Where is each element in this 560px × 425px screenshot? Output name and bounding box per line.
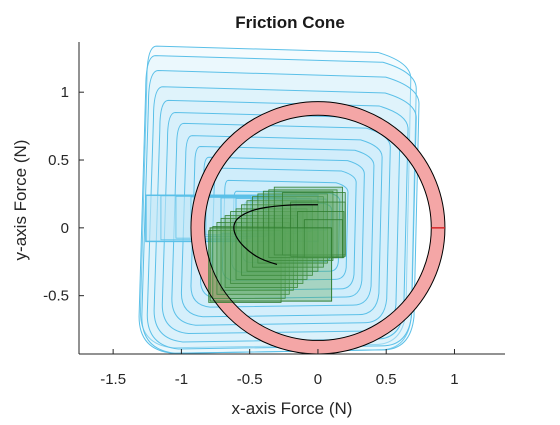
y-tick-label: -0.5 bbox=[43, 288, 69, 305]
y-tick-label: 0.5 bbox=[48, 152, 69, 169]
chart-title: Friction Cone bbox=[235, 13, 345, 32]
y-axis-label: y-axis Force (N) bbox=[11, 140, 30, 261]
contact-force-square bbox=[297, 211, 345, 259]
plot-content bbox=[138, 45, 446, 354]
y-tick-label: 1 bbox=[61, 84, 69, 101]
force-region-band-square bbox=[205, 197, 282, 236]
force-region-band-square bbox=[250, 198, 327, 231]
x-tick-label: 0.5 bbox=[376, 371, 397, 388]
contact-force-square bbox=[216, 222, 290, 295]
contact-force-square bbox=[241, 204, 313, 276]
plot-area bbox=[138, 45, 446, 354]
contact-force-square bbox=[257, 193, 328, 264]
friction-ring-outer-edge bbox=[190, 101, 446, 354]
contact-force-square bbox=[290, 201, 346, 257]
x-tick-label: -0.5 bbox=[237, 371, 263, 388]
axes: -1.5 -1 -0.5 0 0.5 1 -0.5 0 0.5 1 bbox=[43, 42, 505, 388]
y-tick-label: 0 bbox=[61, 220, 69, 237]
x-tick-label: 0 bbox=[314, 371, 322, 388]
x-tick-label: -1 bbox=[175, 371, 188, 388]
contact-force-square bbox=[220, 217, 294, 291]
x-tick-label: -1.5 bbox=[100, 371, 126, 388]
x-axis-label: x-axis Force (N) bbox=[232, 399, 353, 418]
contact-force-square bbox=[252, 196, 324, 268]
contact-force-square bbox=[303, 219, 343, 259]
contact-force-square bbox=[268, 189, 338, 259]
contact-force-square bbox=[262, 190, 334, 261]
contact-force-square bbox=[235, 208, 308, 280]
x-tick-label: 1 bbox=[450, 371, 458, 388]
force-trajectory bbox=[233, 204, 318, 266]
contact-force-box bbox=[209, 227, 333, 302]
